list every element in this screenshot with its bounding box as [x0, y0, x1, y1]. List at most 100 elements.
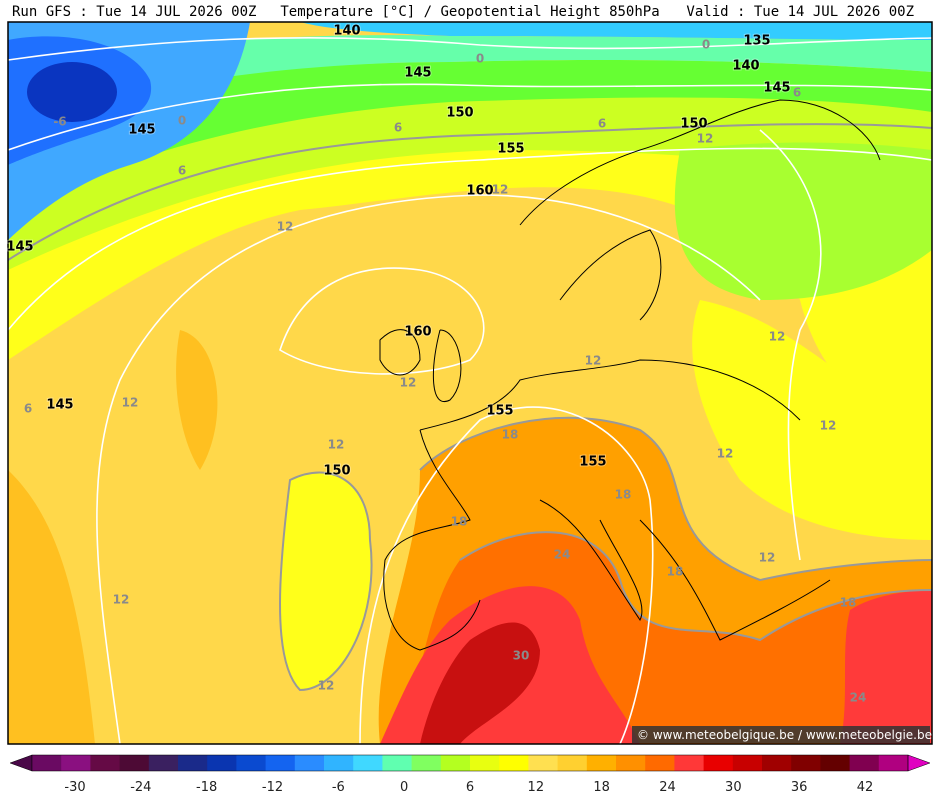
colorbar-segment — [207, 755, 237, 771]
temp-label: 18 — [667, 565, 684, 579]
temp-label: 12 — [277, 220, 294, 234]
colorbar-segment — [557, 755, 588, 771]
map-title: Temperature [°C] / Geopotential Height 8… — [280, 4, 659, 20]
temp-label: 24 — [554, 548, 571, 562]
colorbar-border — [31, 754, 909, 772]
colorbar-tick-label: 30 — [725, 780, 742, 795]
temp-label: 12 — [492, 183, 509, 197]
colorbar-arrow — [9, 754, 33, 772]
colorbar-segment — [32, 755, 62, 771]
colorbar-tick-label: -24 — [130, 780, 151, 795]
temp-label: 12 — [400, 376, 417, 390]
colorbar-segment — [119, 755, 150, 771]
temp-label: 12 — [717, 447, 734, 461]
colorbar-segment — [586, 755, 617, 771]
height-label: 155 — [579, 455, 606, 470]
colorbar-segment — [353, 755, 383, 771]
temp-label: 12 — [318, 679, 335, 693]
colorbar-segment — [470, 755, 500, 771]
colorbar-tick-label: 36 — [791, 780, 808, 795]
temp-label: 12 — [697, 132, 714, 146]
height-label: 145 — [6, 240, 33, 255]
colorbar-segment — [703, 755, 734, 771]
temp-label: 6 — [24, 402, 32, 416]
colorbar-segment — [849, 755, 880, 771]
temp-label: 30 — [513, 649, 530, 663]
temp-label: -6 — [53, 115, 66, 129]
colorbar-segment — [148, 755, 179, 771]
height-label: 140 — [732, 59, 759, 74]
temp-label: 12 — [122, 396, 139, 410]
height-label: 145 — [404, 66, 431, 81]
colorbar-segment — [762, 755, 792, 771]
colorbar-segment — [528, 755, 559, 771]
temp-label: 0 — [178, 114, 186, 128]
height-label: 145 — [46, 398, 73, 413]
temp-label: 18 — [615, 488, 632, 502]
colorbar-segment — [324, 755, 354, 771]
colorbar-tick-label: 18 — [593, 780, 610, 795]
temp-label: 0 — [476, 52, 484, 66]
colorbar-segment — [878, 755, 909, 771]
colorbar-segment — [820, 755, 851, 771]
temp-label: 12 — [769, 330, 786, 344]
height-label: 160 — [466, 184, 493, 199]
height-label: 150 — [680, 117, 707, 132]
valid-label: Valid : Tue 14 JUL 2026 00Z — [686, 4, 914, 20]
colorbar-segment — [616, 755, 646, 771]
contour-labels: 140 0 135 0 140 145 145 6 -6 145 0 150 6… — [5, 23, 867, 705]
temp-label: 18 — [451, 515, 468, 529]
temp-label: 24 — [850, 691, 867, 705]
colorbar-tick-label: -6 — [332, 780, 345, 795]
colorbar-segment — [90, 755, 121, 771]
height-label: 145 — [128, 123, 155, 138]
colorbar-segment — [440, 755, 471, 771]
colorbar-segment — [499, 755, 529, 771]
height-label: 135 — [743, 34, 770, 49]
temp-label: 6 — [793, 86, 801, 100]
colorbar-tick-label: -18 — [196, 780, 217, 795]
colorbar: -30 -24 -18 -12 -6 0 6 12 18 24 30 36 42 — [9, 754, 931, 795]
watermark: © www.meteobelgique.be / www.meteobelgie… — [637, 728, 932, 742]
height-label: 150 — [323, 464, 350, 479]
colorbar-tick-label: 42 — [857, 780, 874, 795]
colorbar-segment — [645, 755, 675, 771]
temp-label: 0 — [702, 38, 710, 52]
temp-label: 12 — [113, 593, 130, 607]
temp-label: 12 — [759, 551, 776, 565]
colorbar-segment — [294, 755, 325, 771]
colorbar-segment — [791, 755, 821, 771]
temperature-field — [8, 22, 932, 744]
colorbar-segment — [674, 755, 705, 771]
colorbar-arrow — [907, 754, 931, 772]
colorbar-segment — [732, 755, 763, 771]
height-label: 160 — [404, 325, 431, 340]
colorbar-segment — [265, 755, 296, 771]
temp-label: 12 — [328, 438, 345, 452]
watermark-box — [632, 726, 930, 743]
colorbar-tick-label: 12 — [528, 780, 545, 795]
colorbar-segment — [61, 755, 91, 771]
height-label: 140 — [333, 24, 360, 39]
colorbar-tick-label: 24 — [659, 780, 676, 795]
colorbar-tick-label: 6 — [466, 780, 474, 795]
colorbar-segment — [382, 755, 413, 771]
colorbar-tick-label: -12 — [262, 780, 283, 795]
height-label: 150 — [446, 106, 473, 121]
temp-label: 12 — [820, 419, 837, 433]
temp-label: 18 — [502, 428, 519, 442]
colorbar-segment — [178, 755, 208, 771]
temp-label: 18 — [840, 596, 857, 610]
height-label: 155 — [497, 142, 524, 157]
height-label: 155 — [486, 404, 513, 419]
height-label: 145 — [763, 81, 790, 96]
map-frame — [7, 21, 933, 745]
colorbar-segment — [236, 755, 267, 771]
temp-label: 6 — [598, 117, 606, 131]
colorbar-segment — [411, 755, 442, 771]
colorbar-tick-label: -30 — [64, 780, 85, 795]
colorbar-tick-label: 0 — [400, 780, 408, 795]
temp-label: 6 — [394, 121, 402, 135]
temp-label: 12 — [585, 354, 602, 368]
